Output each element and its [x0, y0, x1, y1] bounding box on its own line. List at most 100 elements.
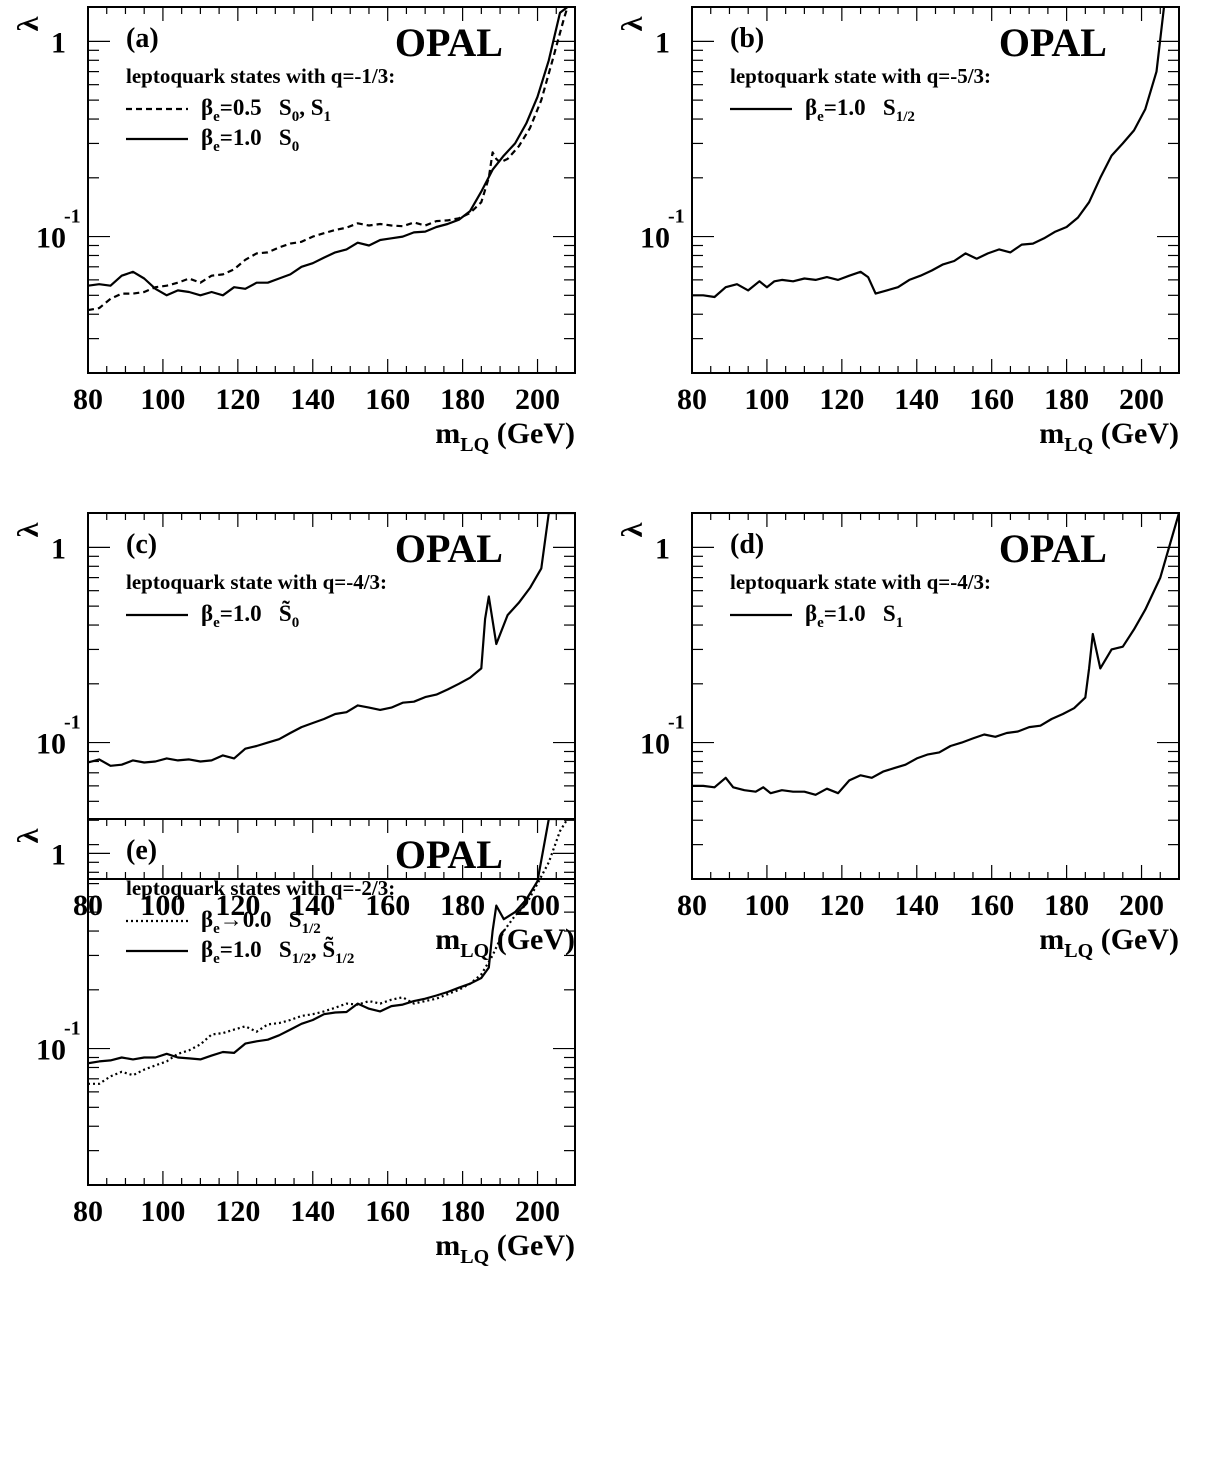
chart-panel-b: 80 100 120 140 160 180 200 1 10 -1 λ mLQ (GeV) (b) OP… [604, 0, 1204, 480]
x-tick-label: 180 [1044, 889, 1089, 922]
x-tick-label: 120 [819, 383, 864, 416]
x-tick-label: 180 [440, 889, 485, 922]
series-line-solid [88, 819, 575, 1065]
x-tick-label: 200 [515, 383, 560, 416]
x-axis-label: mLQ (GeV) [435, 923, 575, 962]
x-tick-label: 100 [140, 1195, 185, 1228]
y-tick-exponent: -1 [668, 206, 685, 228]
x-tick-label: 100 [744, 889, 789, 922]
x-axis-label: mLQ (GeV) [435, 1229, 575, 1268]
legend-heading: leptoquark state with q=-4/3: [126, 570, 387, 594]
x-tick-label: 120 [819, 889, 864, 922]
x-tick-label: 200 [1119, 889, 1164, 922]
x-axis-label: mLQ (GeV) [1039, 923, 1179, 962]
series-line-dashed [88, 7, 569, 312]
experiment-name: OPAL [395, 832, 503, 877]
x-tick-label: 160 [365, 1195, 410, 1228]
x-tick-label: 120 [215, 383, 260, 416]
y-tick-exponent: -1 [64, 712, 81, 734]
panel-label: (c) [126, 529, 157, 560]
data-series-group [88, 819, 575, 1085]
x-tick-label: 160 [365, 383, 410, 416]
panel-label: (d) [730, 529, 764, 560]
x-tick-label: 100 [140, 889, 185, 922]
legend-entry: βe=1.0 S1/2 [805, 95, 915, 125]
data-series-group [88, 513, 575, 767]
x-tick-label: 120 [215, 1195, 260, 1228]
x-tick-label: 140 [290, 889, 335, 922]
legend-heading: leptoquark state with q=-4/3: [730, 570, 991, 594]
y-tick-exponent: -1 [64, 206, 81, 228]
y-tick-label: 1 [51, 838, 66, 871]
panel-label: (a) [126, 23, 159, 54]
experiment-name: OPAL [395, 526, 503, 571]
series-line-solid [692, 513, 1179, 796]
x-tick-label: 80 [73, 383, 103, 416]
x-tick-label: 180 [440, 383, 485, 416]
legend-entry: βe=1.0 S1/2, S̃1/2 [201, 937, 354, 967]
y-axis-label: λ [616, 16, 649, 31]
x-tick-label: 80 [677, 383, 707, 416]
chart-panel-d: 80 100 120 140 160 180 200 1 10 -1 λ mLQ (GeV) (d) OP… [604, 506, 1204, 986]
chart-svg-e: 80 100 120 140 160 180 200 1 10-1 λ mLQ (GeV) (e) OP… [12, 818, 576, 1268]
x-tick-label: 200 [1119, 383, 1164, 416]
y-axis-label: λ [12, 522, 45, 537]
y-tick-label: 10 [640, 728, 670, 761]
x-tick-label: 140 [894, 383, 939, 416]
x-tick-label: 140 [894, 889, 939, 922]
y-tick-label: 10 [36, 728, 66, 761]
x-tick-label: 80 [73, 1195, 103, 1228]
x-tick-label: 200 [515, 1195, 560, 1228]
chart-svg-a: 80 100 120 140 160 180 200 1 10-1 λ mLQ (GeV) (a) OP… [12, 6, 576, 456]
x-tick-label: 80 [677, 889, 707, 922]
y-axis-label: λ [12, 828, 45, 843]
chart-svg-d: 80 100 120 140 160 180 200 1 10-1 λ mLQ (GeV) (d) OP… [616, 512, 1180, 962]
series-line-solid [692, 7, 1166, 299]
y-tick-label: 1 [51, 26, 66, 59]
legend-heading: leptoquark states with q=-2/3: [126, 876, 395, 900]
chart-panel-a: 80 100 120 140 160 180 200 1 10 -1 λ mLQ (GeV) (a) OP… [0, 0, 600, 480]
y-tick-exponent: -1 [64, 1018, 81, 1040]
panel-label: (b) [730, 23, 764, 54]
experiment-name: OPAL [999, 20, 1107, 65]
y-axis-label: λ [616, 522, 649, 537]
x-tick-label: 100 [744, 383, 789, 416]
x-tick-label: 160 [365, 889, 410, 922]
data-series-group [88, 7, 569, 312]
data-series-group [692, 513, 1179, 796]
panel-label: (e) [126, 835, 157, 866]
legend-entry: βe=1.0 S̃0 [201, 601, 299, 631]
chart-svg-b: 80 100 120 140 160 180 200 1 10-1 λ mLQ (GeV) (b) OP… [616, 6, 1180, 456]
experiment-name: OPAL [395, 20, 503, 65]
x-tick-label: 120 [215, 889, 260, 922]
y-tick-label: 10 [36, 222, 66, 255]
y-tick-label: 10 [36, 1034, 66, 1067]
y-tick-exponent: -1 [668, 712, 685, 734]
legend-heading: leptoquark states with q=-1/3: [126, 64, 395, 88]
x-tick-label: 160 [969, 889, 1014, 922]
y-tick-label: 1 [655, 26, 670, 59]
legend-entry: βe=1.0 S1 [805, 601, 903, 631]
legend-entry: βe=1.0 S0 [201, 125, 299, 155]
x-tick-label: 100 [140, 383, 185, 416]
series-line-solid [88, 7, 569, 297]
data-series-group [692, 7, 1166, 299]
x-axis-label: mLQ (GeV) [435, 417, 575, 456]
y-tick-label: 1 [51, 532, 66, 565]
y-axis-label: λ [12, 16, 45, 31]
y-tick-label: 1 [655, 532, 670, 565]
x-axis-label: mLQ (GeV) [1039, 417, 1179, 456]
x-tick-label: 160 [969, 383, 1014, 416]
y-tick-label: 10 [640, 222, 670, 255]
experiment-name: OPAL [999, 526, 1107, 571]
series-line-solid [88, 513, 575, 767]
legend-heading: leptoquark state with q=-5/3: [730, 64, 991, 88]
x-tick-label: 180 [1044, 383, 1089, 416]
x-tick-label: 140 [290, 1195, 335, 1228]
legend-entry: βe=0.5 S0, S1 [201, 95, 331, 125]
chart-panel-c: 80 100 120 140 160 180 200 1 10 -1 λ mLQ (GeV) (c) OP… [0, 506, 600, 986]
legend-entry: βe→0.0 S1/2 [201, 907, 321, 937]
chart-panel-e: 80 100 120 140 160 180 200 1 10 -1 λ mLQ (GeV) (e) OP… [0, 812, 600, 1292]
x-tick-label: 180 [440, 1195, 485, 1228]
